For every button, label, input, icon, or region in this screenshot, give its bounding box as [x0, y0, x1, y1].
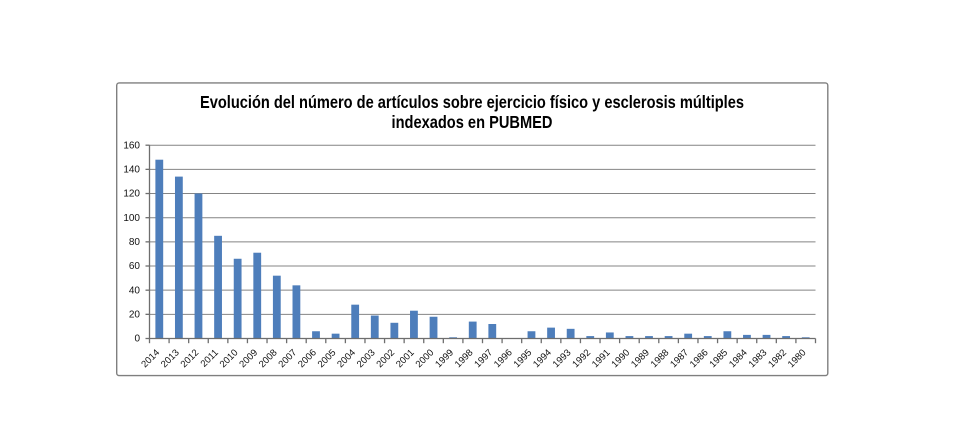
svg-text:40: 40: [129, 285, 141, 296]
svg-text:indexados en PUBMED: indexados en PUBMED: [392, 112, 553, 132]
svg-text:60: 60: [129, 261, 141, 272]
svg-text:80: 80: [129, 237, 141, 248]
svg-text:160: 160: [123, 140, 140, 151]
svg-text:120: 120: [123, 189, 140, 200]
svg-text:20: 20: [129, 309, 141, 320]
svg-text:100: 100: [123, 213, 140, 224]
svg-text:Evolución del número de artícu: Evolución del número de artículos sobre …: [200, 92, 744, 112]
svg-text:140: 140: [123, 164, 140, 175]
svg-text:0: 0: [134, 334, 140, 345]
